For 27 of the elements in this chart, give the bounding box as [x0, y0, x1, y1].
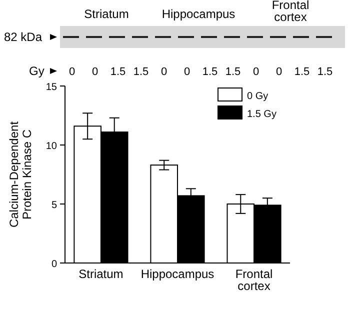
text: 1.5 [225, 66, 241, 78]
x-tick-label: Frontal cortex [235, 267, 273, 293]
text: 0 [160, 66, 168, 78]
text: 0 [184, 66, 190, 78]
text: 0 [276, 66, 282, 78]
y-axis-title: Calcium-Dependent Protein Kinase C [7, 120, 34, 228]
text: 1.5 [317, 66, 333, 78]
y-tick-label: 5 [51, 200, 58, 211]
text: Frontal cortex [272, 0, 310, 24]
text: Gy [29, 64, 44, 78]
text: 1.5 [294, 66, 310, 78]
legend-label: 0 Gy [247, 91, 268, 102]
text: 1.5 [110, 66, 126, 78]
y-tick-label: 15 [46, 82, 58, 93]
x-tick-label: Hippocampus [140, 267, 214, 281]
x-tick-label: Striatum [78, 267, 124, 281]
text: 0 [92, 66, 98, 78]
legend-label: 1.5 Gy [247, 109, 276, 120]
text: Striatum [84, 7, 129, 21]
y-tick-label: 10 [46, 141, 58, 152]
text: 1.5 [133, 66, 149, 78]
text: 1.5 [202, 66, 218, 78]
text: 0 [252, 66, 260, 78]
text: 0 [68, 66, 76, 78]
text: Hippocampus [162, 7, 236, 21]
text: 82 kDa [4, 30, 42, 44]
y-tick-label: 0 [51, 259, 58, 270]
